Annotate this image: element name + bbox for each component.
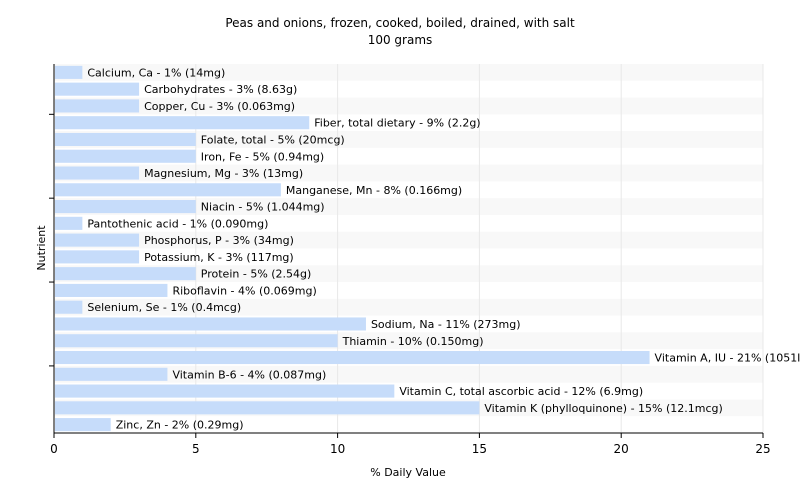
bar	[55, 132, 196, 147]
chart-title: Peas and onions, frozen, cooked, boiled,…	[225, 16, 575, 30]
y-axis-label: Nutrient	[35, 225, 48, 271]
bar	[55, 149, 196, 163]
bar	[55, 216, 83, 230]
bar-data-label: Potassium, K - 3% (117mg)	[144, 251, 294, 264]
bar	[55, 65, 83, 79]
bar-data-label: Carbohydrates - 3% (8.63g)	[144, 83, 297, 96]
row-band	[54, 198, 763, 215]
x-axis-label: % Daily Value	[370, 466, 446, 479]
bar-data-label: Fiber, total dietary - 9% (2.2g)	[314, 117, 480, 130]
bar-data-label: Calcium, Ca - 1% (14mg)	[87, 66, 225, 79]
row-band	[54, 365, 763, 383]
x-tick-label: 0	[50, 442, 58, 456]
bar-data-label: Pantothenic acid - 1% (0.090mg)	[87, 217, 268, 230]
bar-data-label: Thiamin - 10% (0.150mg)	[342, 335, 484, 348]
bar	[55, 183, 281, 197]
row-band	[54, 298, 763, 316]
bar-data-label: Vitamin A, IU - 21% (1051IU)	[655, 352, 800, 365]
bar-data-label: Iron, Fe - 5% (0.94mg)	[201, 150, 324, 163]
bar-data-label: Niacin - 5% (1.044mg)	[201, 201, 325, 214]
bar	[55, 82, 140, 96]
bar	[55, 367, 168, 381]
bar-data-label: Vitamin K (phylloquinone) - 15% (12.1mcg…	[484, 402, 722, 415]
bar	[55, 350, 650, 365]
bar	[55, 401, 480, 415]
row-band	[54, 265, 763, 283]
bar-data-label: Selenium, Se - 1% (0.4mcg)	[87, 301, 241, 314]
bar-data-label: Folate, total - 5% (20mcg)	[201, 133, 345, 146]
row-band	[54, 64, 763, 81]
bar-data-label: Zinc, Zn - 2% (0.29mg)	[116, 419, 244, 432]
bar	[55, 166, 140, 180]
chart-subtitle: 100 grams	[368, 33, 433, 47]
bar	[55, 317, 366, 331]
bar	[55, 233, 140, 247]
x-tick-label: 20	[614, 442, 629, 456]
bar	[55, 267, 196, 281]
row-band	[54, 164, 763, 182]
bar-data-label: Sodium, Na - 11% (273mg)	[371, 318, 521, 331]
row-band	[54, 131, 763, 148]
bar	[55, 200, 196, 214]
bar	[55, 283, 168, 297]
bar-data-label: Vitamin B-6 - 4% (0.087mg)	[172, 368, 326, 381]
bar-data-label: Copper, Cu - 3% (0.063mg)	[144, 100, 295, 113]
x-tick-label: 25	[755, 442, 770, 456]
bar-data-label: Vitamin C, total ascorbic acid - 12% (6.…	[399, 385, 643, 398]
bar	[55, 418, 111, 432]
bar	[55, 99, 140, 113]
bar	[55, 250, 140, 264]
plot-area: Calcium, Ca - 1% (14mg) Carbohydrates - 3…	[49, 64, 800, 456]
bar	[55, 300, 83, 314]
bar-data-label: Phosphorus, P - 3% (34mg)	[144, 234, 294, 247]
bar	[55, 334, 338, 348]
x-tick-label: 10	[330, 442, 345, 456]
bar-data-label: Magnesium, Mg - 3% (13mg)	[144, 167, 303, 180]
row-band	[54, 231, 763, 249]
x-tick-label: 15	[472, 442, 487, 456]
bar-data-label: Protein - 5% (2.54g)	[201, 268, 312, 281]
bar-data-label: Riboflavin - 4% (0.069mg)	[172, 284, 316, 297]
row-band	[54, 97, 763, 115]
bar-data-label: Manganese, Mn - 8% (0.166mg)	[286, 184, 462, 197]
x-tick-label: 5	[192, 442, 200, 456]
bar	[55, 384, 395, 398]
bar	[55, 116, 310, 130]
